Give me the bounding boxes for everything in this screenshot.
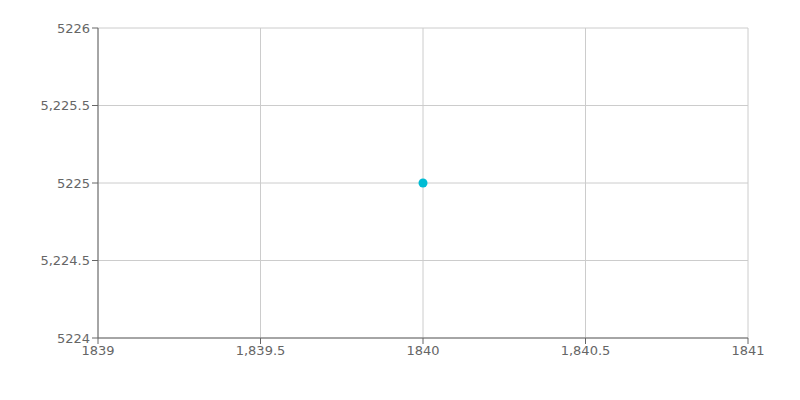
svg-text:5226: 5226 bbox=[57, 21, 90, 36]
svg-text:1841: 1841 bbox=[731, 343, 764, 358]
svg-text:5,225.5: 5,225.5 bbox=[40, 98, 90, 113]
svg-text:1,840.5: 1,840.5 bbox=[561, 343, 611, 358]
svg-text:5,224.5: 5,224.5 bbox=[40, 253, 90, 268]
svg-text:1,839.5: 1,839.5 bbox=[236, 343, 286, 358]
svg-text:5224: 5224 bbox=[57, 331, 90, 346]
svg-text:1840: 1840 bbox=[406, 343, 439, 358]
svg-text:1839: 1839 bbox=[81, 343, 115, 359]
svg-text:5225: 5225 bbox=[57, 176, 90, 191]
